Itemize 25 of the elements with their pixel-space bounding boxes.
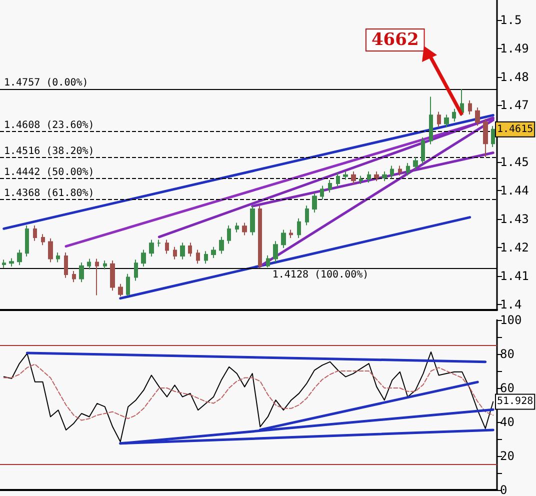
text: 1.4615 <box>497 124 534 135</box>
y-tick-label: 1.45 <box>500 155 529 170</box>
y-tick-label: 1.41 <box>500 268 529 283</box>
y-tick-label: 80 <box>500 347 514 361</box>
ref-line-label: 1.4128 (100.00%) <box>272 269 369 280</box>
y-tick-label: 1.47 <box>500 98 529 112</box>
ref-line-label: 1.4368 (61.80%) <box>4 188 94 200</box>
ref-line-label: 1.4608 (23.60%) <box>4 120 94 131</box>
y-tick-label: 0 <box>500 483 508 496</box>
data-label: 51.928 <box>497 396 534 408</box>
ref-line-label: 1.4516 (38.20%) <box>4 146 94 158</box>
annotation: 4662 <box>371 30 419 50</box>
y-tick-label: 40 <box>500 415 514 429</box>
y-tick-label: 1.42 <box>500 240 529 254</box>
ref-line-label: 1.4442 (50.00%) <box>4 167 94 178</box>
y-tick-label: 20 <box>500 449 514 463</box>
y-tick-label: 1.5 <box>500 12 522 27</box>
y-tick-label: 1.48 <box>500 70 529 84</box>
y-tick-label: 1.49 <box>500 41 529 56</box>
ref-line-label: 1.4757 (0.00%) <box>4 78 88 89</box>
y-tick-label: 100 <box>500 313 522 327</box>
y-tick-label: 1.44 <box>500 184 529 198</box>
y-tick-label: 60 <box>500 381 514 395</box>
y-tick-label: 1.4 <box>500 297 522 312</box>
y-tick-label: 1.43 <box>500 212 529 226</box>
